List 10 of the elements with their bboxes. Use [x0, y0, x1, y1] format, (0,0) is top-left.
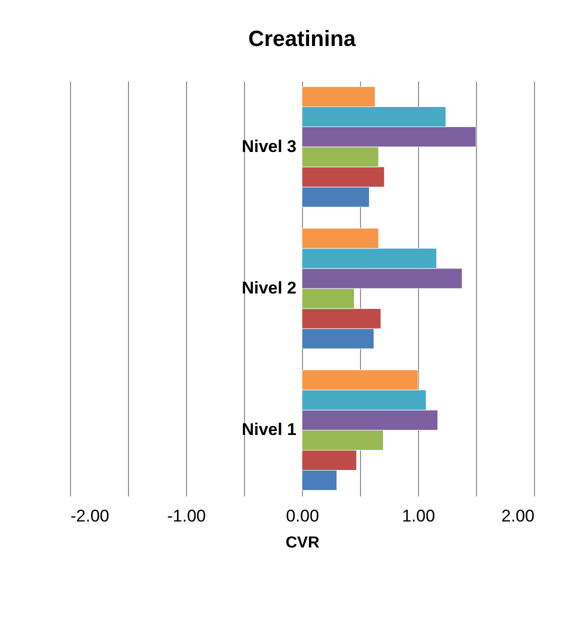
y-tick-label: Nivel 3 — [242, 136, 296, 156]
x-tick-label: 2.00 — [501, 506, 534, 526]
y-tick-label: Nivel 1 — [242, 420, 296, 440]
x-tick-label: 0.00 — [286, 506, 320, 526]
x-tick-label: -2.00 — [70, 506, 110, 526]
x-tick-label: 1.00 — [402, 506, 436, 526]
y-tick-label: Nivel 2 — [242, 278, 296, 298]
chart-title: Creatinina — [248, 26, 357, 51]
x-tick-label: -1.00 — [167, 506, 206, 526]
x-axis-title: CVR — [286, 534, 320, 552]
